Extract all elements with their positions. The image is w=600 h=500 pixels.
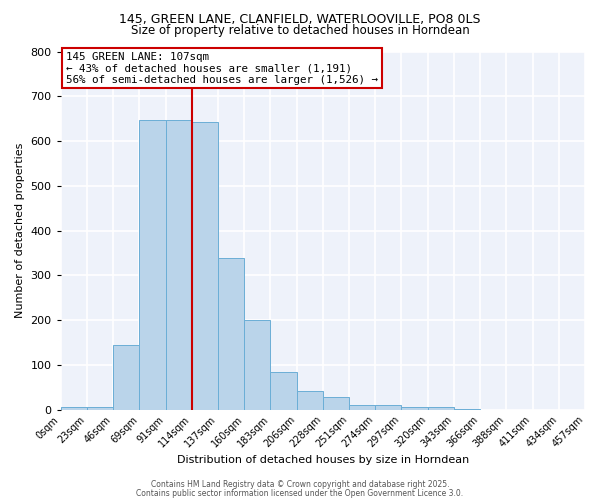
Text: 145, GREEN LANE, CLANFIELD, WATERLOOVILLE, PO8 0LS: 145, GREEN LANE, CLANFIELD, WATERLOOVILL…: [119, 12, 481, 26]
Bar: [271, 372, 296, 410]
Bar: [323, 397, 349, 409]
Text: Size of property relative to detached houses in Horndean: Size of property relative to detached ho…: [131, 24, 469, 37]
Bar: [113, 345, 139, 410]
Bar: [61, 408, 87, 410]
Y-axis label: Number of detached properties: Number of detached properties: [15, 143, 25, 318]
Bar: [218, 258, 244, 410]
Text: 145 GREEN LANE: 107sqm
← 43% of detached houses are smaller (1,191)
56% of semi-: 145 GREEN LANE: 107sqm ← 43% of detached…: [66, 52, 378, 84]
Bar: [454, 409, 480, 410]
Text: Contains HM Land Registry data © Crown copyright and database right 2025.: Contains HM Land Registry data © Crown c…: [151, 480, 449, 489]
Bar: [296, 391, 323, 409]
Bar: [349, 405, 375, 409]
Bar: [87, 408, 113, 410]
Bar: [192, 122, 218, 410]
Bar: [244, 320, 271, 410]
Bar: [375, 405, 401, 409]
Text: Contains public sector information licensed under the Open Government Licence 3.: Contains public sector information licen…: [136, 488, 464, 498]
Bar: [401, 408, 428, 410]
Bar: [166, 120, 192, 410]
X-axis label: Distribution of detached houses by size in Horndean: Distribution of detached houses by size …: [177, 455, 469, 465]
Bar: [428, 408, 454, 410]
Bar: [139, 120, 166, 410]
